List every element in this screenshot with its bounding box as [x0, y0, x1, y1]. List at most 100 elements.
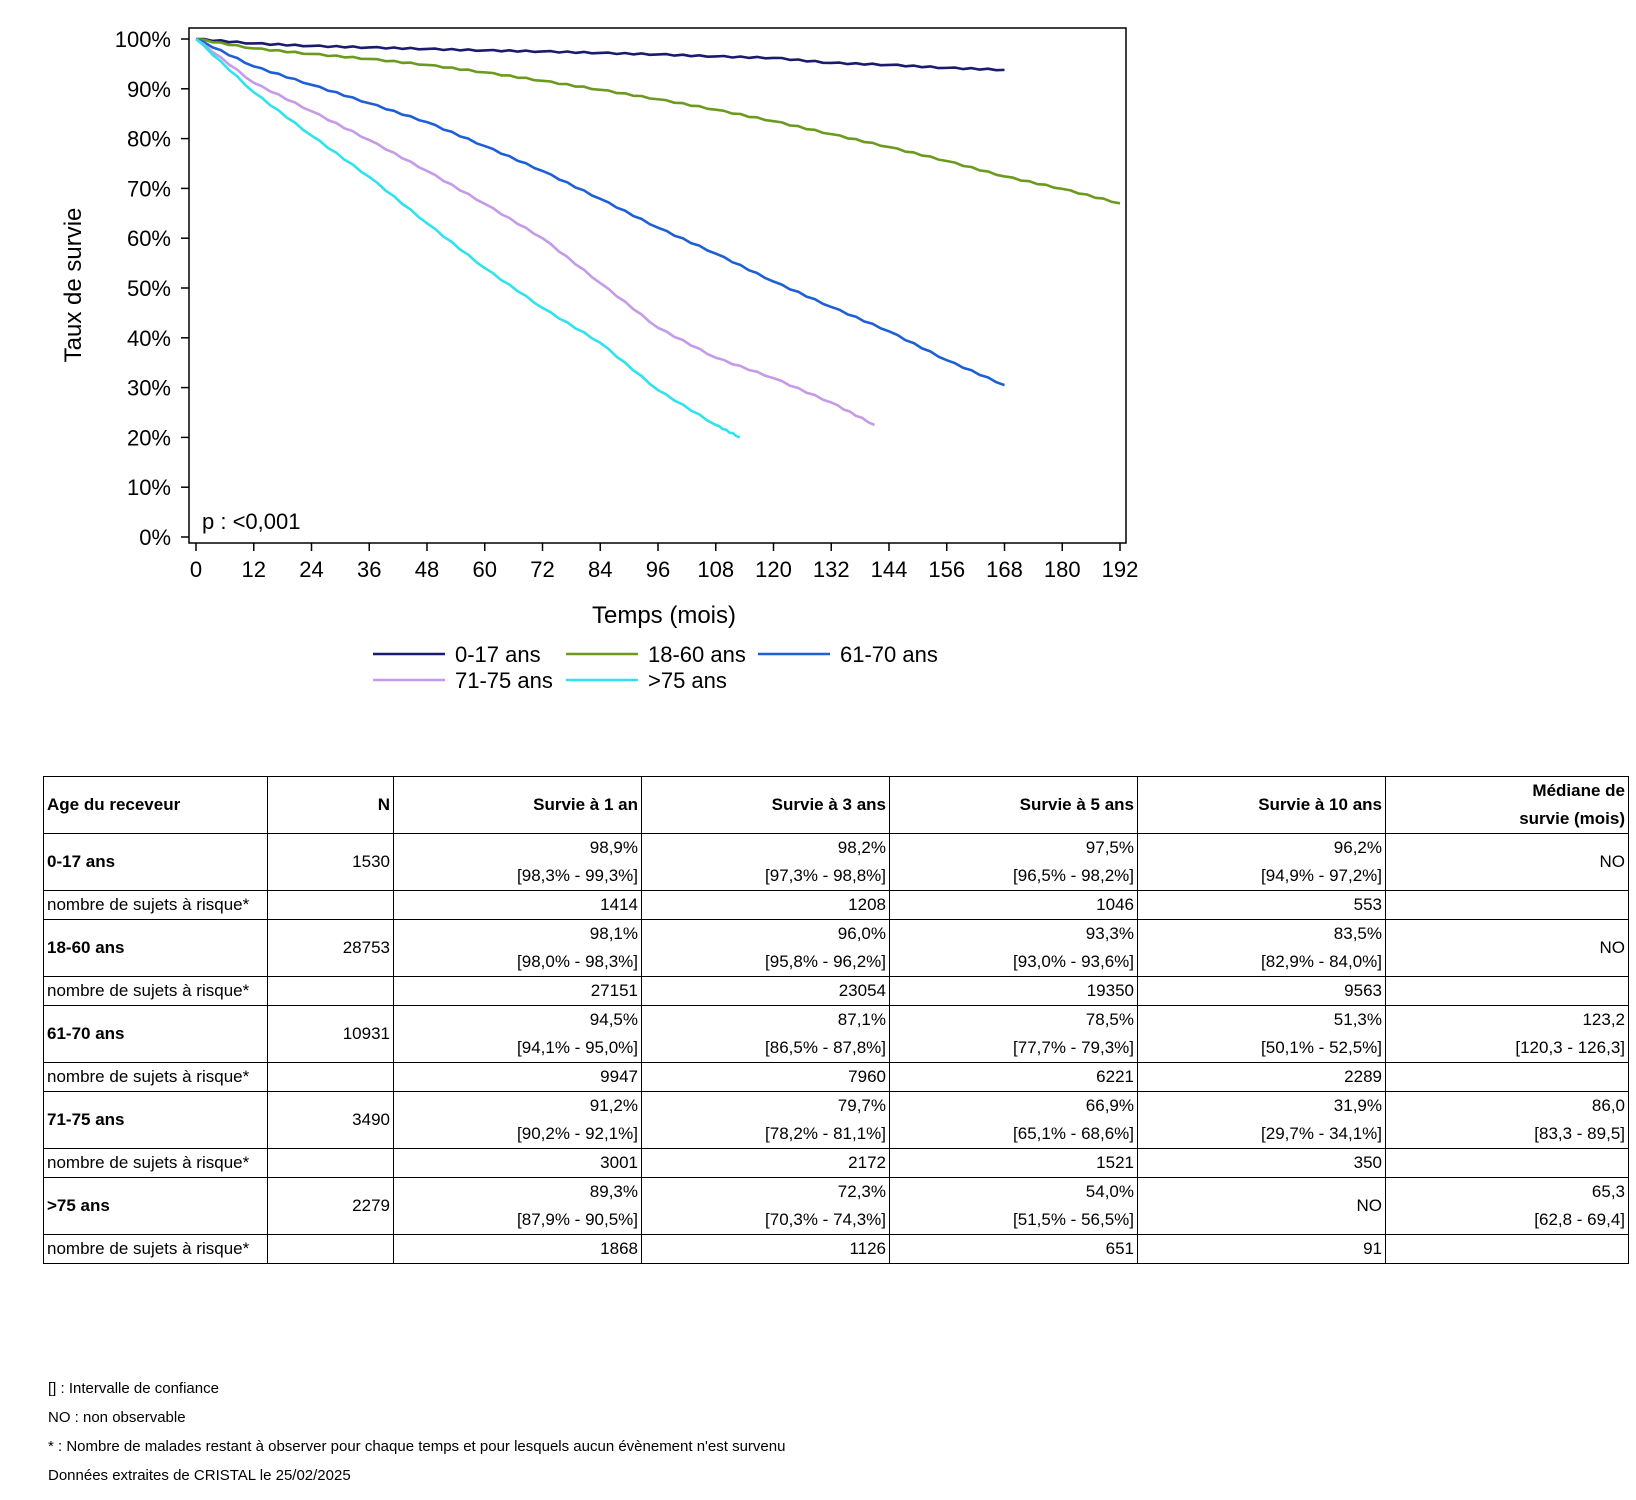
y-tick-label: 30% [127, 376, 171, 401]
header-median-line2: survie (mois) [1519, 809, 1625, 828]
p-value-annotation: p : <0,001 [202, 509, 300, 534]
x-tick-label: 108 [697, 557, 734, 582]
header-age: Age du receveur [43, 776, 268, 834]
cell-line: 79,7% [837, 1096, 886, 1115]
survival-cell: 98,1% [98,0% - 98,3%] [393, 919, 642, 977]
x-tick-label: 24 [299, 557, 323, 582]
y-tick-label: 80% [127, 127, 171, 152]
cell-line: NO [1599, 938, 1626, 957]
cell-line: 97,5% [1085, 838, 1134, 857]
legend-label: 71-75 ans [455, 668, 553, 693]
at-risk-count: 651 [889, 1234, 1138, 1264]
header-median-line1: Médiane de [1532, 781, 1625, 800]
cell-line: [94,1% - 95,0%] [517, 1038, 638, 1057]
cell-line: 51,3% [1333, 1010, 1382, 1029]
cell-line: [83,3 - 89,5] [1534, 1124, 1625, 1143]
y-tick-label: 0% [139, 525, 171, 550]
y-tick-label: 40% [127, 326, 171, 351]
x-axis-ticks: 0 12 24 36 48 60 72 84 96 108 120 132 144 156 168 180 19… [190, 543, 1138, 582]
age-group-label: >75 ans [43, 1177, 268, 1235]
survival-cell: 31,9% [29,7% - 34,1%] [1137, 1091, 1386, 1149]
age-group-label: 71-75 ans [43, 1091, 268, 1149]
x-tick-label: 48 [415, 557, 439, 582]
at-risk-count: 1046 [889, 890, 1138, 920]
cell-line: 66,9% [1085, 1096, 1134, 1115]
cell-line: [98,0% - 98,3%] [517, 952, 638, 971]
y-axis-ticks: 0% 10% 20% 30% 40% 50% 60% 70% 80% 90% 100% [115, 27, 189, 550]
cell-line: [51,5% - 56,5%] [1013, 1210, 1134, 1229]
x-tick-label: 60 [473, 557, 497, 582]
header-survival-5y: Survie à 5 ans [889, 776, 1138, 834]
series-line-1 [195, 37, 1121, 205]
survival-cell: 96,2% [94,9% - 97,2%] [1137, 833, 1386, 891]
x-tick-label: 36 [357, 557, 381, 582]
x-tick-label: 72 [530, 557, 554, 582]
table-row-at-risk: nombre de sujets à risque* 1414 1208 1046 55… [43, 890, 1629, 920]
cell-line: [95,8% - 96,2%] [765, 952, 886, 971]
y-tick-label: 60% [127, 226, 171, 251]
x-tick-label: 156 [928, 557, 965, 582]
cell-line: 65,3 [1591, 1182, 1625, 1201]
n-value: 1530 [267, 833, 394, 891]
cell-line: [87,9% - 90,5%] [517, 1210, 638, 1229]
cell-line: [120,3 - 126,3] [1515, 1038, 1625, 1057]
x-tick-label: 192 [1102, 557, 1139, 582]
at-risk-count: 553 [1137, 890, 1386, 920]
legend-label: >75 ans [648, 668, 727, 693]
at-risk-empty [267, 1234, 394, 1264]
at-risk-label: nombre de sujets à risque* [43, 976, 268, 1006]
footnote-no: NO : non observable [48, 1409, 186, 1426]
series-line-2 [195, 37, 1005, 387]
at-risk-label: nombre de sujets à risque* [43, 1234, 268, 1264]
survival-cell: 89,3% [87,9% - 90,5%] [393, 1177, 642, 1235]
at-risk-label: nombre de sujets à risque* [43, 1148, 268, 1178]
cell-line: [94,9% - 97,2%] [1261, 866, 1382, 885]
at-risk-label: nombre de sujets à risque* [43, 1062, 268, 1092]
series-line-0 [196, 37, 1005, 72]
table-row-group: 0-17 ans 1530 98,9% [98,3% - 99,3%] 98,2% [97… [43, 833, 1629, 891]
at-risk-count: 2172 [641, 1148, 890, 1178]
median-cell: 65,3 [62,8 - 69,4] [1385, 1177, 1629, 1235]
cell-line: [96,5% - 98,2%] [1013, 866, 1134, 885]
at-risk-count: 350 [1137, 1148, 1386, 1178]
cell-line: [78,2% - 81,1%] [765, 1124, 886, 1143]
cell-line: [29,7% - 34,1%] [1261, 1124, 1382, 1143]
at-risk-empty [1385, 1148, 1629, 1178]
at-risk-count: 1208 [641, 890, 890, 920]
at-risk-count: 91 [1137, 1234, 1386, 1264]
at-risk-count: 3001 [393, 1148, 642, 1178]
plot-frame [188, 27, 1127, 544]
at-risk-count: 23054 [641, 976, 890, 1006]
table-row-group: >75 ans 2279 89,3% [87,9% - 90,5%] 72,3% [70,… [43, 1177, 1629, 1235]
at-risk-count: 1868 [393, 1234, 642, 1264]
survival-cell: 87,1% [86,5% - 87,8%] [641, 1005, 890, 1063]
survival-cell: 97,5% [96,5% - 98,2%] [889, 833, 1138, 891]
survival-cell: 54,0% [51,5% - 56,5%] [889, 1177, 1138, 1235]
median-cell: 123,2 [120,3 - 126,3] [1385, 1005, 1629, 1063]
cell-line: 87,1% [837, 1010, 886, 1029]
table-body: 0-17 ans 1530 98,9% [98,3% - 99,3%] 98,2% [97… [43, 833, 1629, 1264]
table-row-at-risk: nombre de sujets à risque* 3001 2172 1521 35… [43, 1148, 1629, 1178]
x-tick-label: 12 [242, 557, 266, 582]
survival-cell: 78,5% [77,7% - 79,3%] [889, 1005, 1138, 1063]
x-axis-label: Temps (mois) [592, 602, 736, 629]
survival-cell: 96,0% [95,8% - 96,2%] [641, 919, 890, 977]
header-n: N [267, 776, 394, 834]
table-row-at-risk: nombre de sujets à risque* 9947 7960 6221 22… [43, 1062, 1629, 1092]
cell-line: [90,2% - 92,1%] [517, 1124, 638, 1143]
cell-line: [86,5% - 87,8%] [765, 1038, 886, 1057]
y-tick-label: 20% [127, 425, 171, 450]
at-risk-label: nombre de sujets à risque* [43, 890, 268, 920]
median-cell: 86,0 [83,3 - 89,5] [1385, 1091, 1629, 1149]
cell-line: 78,5% [1085, 1010, 1134, 1029]
table-row-group: 61-70 ans 10931 94,5% [94,1% - 95,0%] 87,1% [… [43, 1005, 1629, 1063]
cell-line: 86,0 [1591, 1096, 1625, 1115]
cell-line: [50,1% - 52,5%] [1261, 1038, 1382, 1057]
cell-line: 31,9% [1333, 1096, 1382, 1115]
legend-label: 0-17 ans [455, 642, 541, 667]
table-header-row: Age du receveur N Survie à 1 an Survie à… [43, 776, 1629, 834]
survival-cell: 98,2% [97,3% - 98,8%] [641, 833, 890, 891]
at-risk-count: 1126 [641, 1234, 890, 1264]
at-risk-empty [267, 890, 394, 920]
x-tick-label: 144 [871, 557, 908, 582]
